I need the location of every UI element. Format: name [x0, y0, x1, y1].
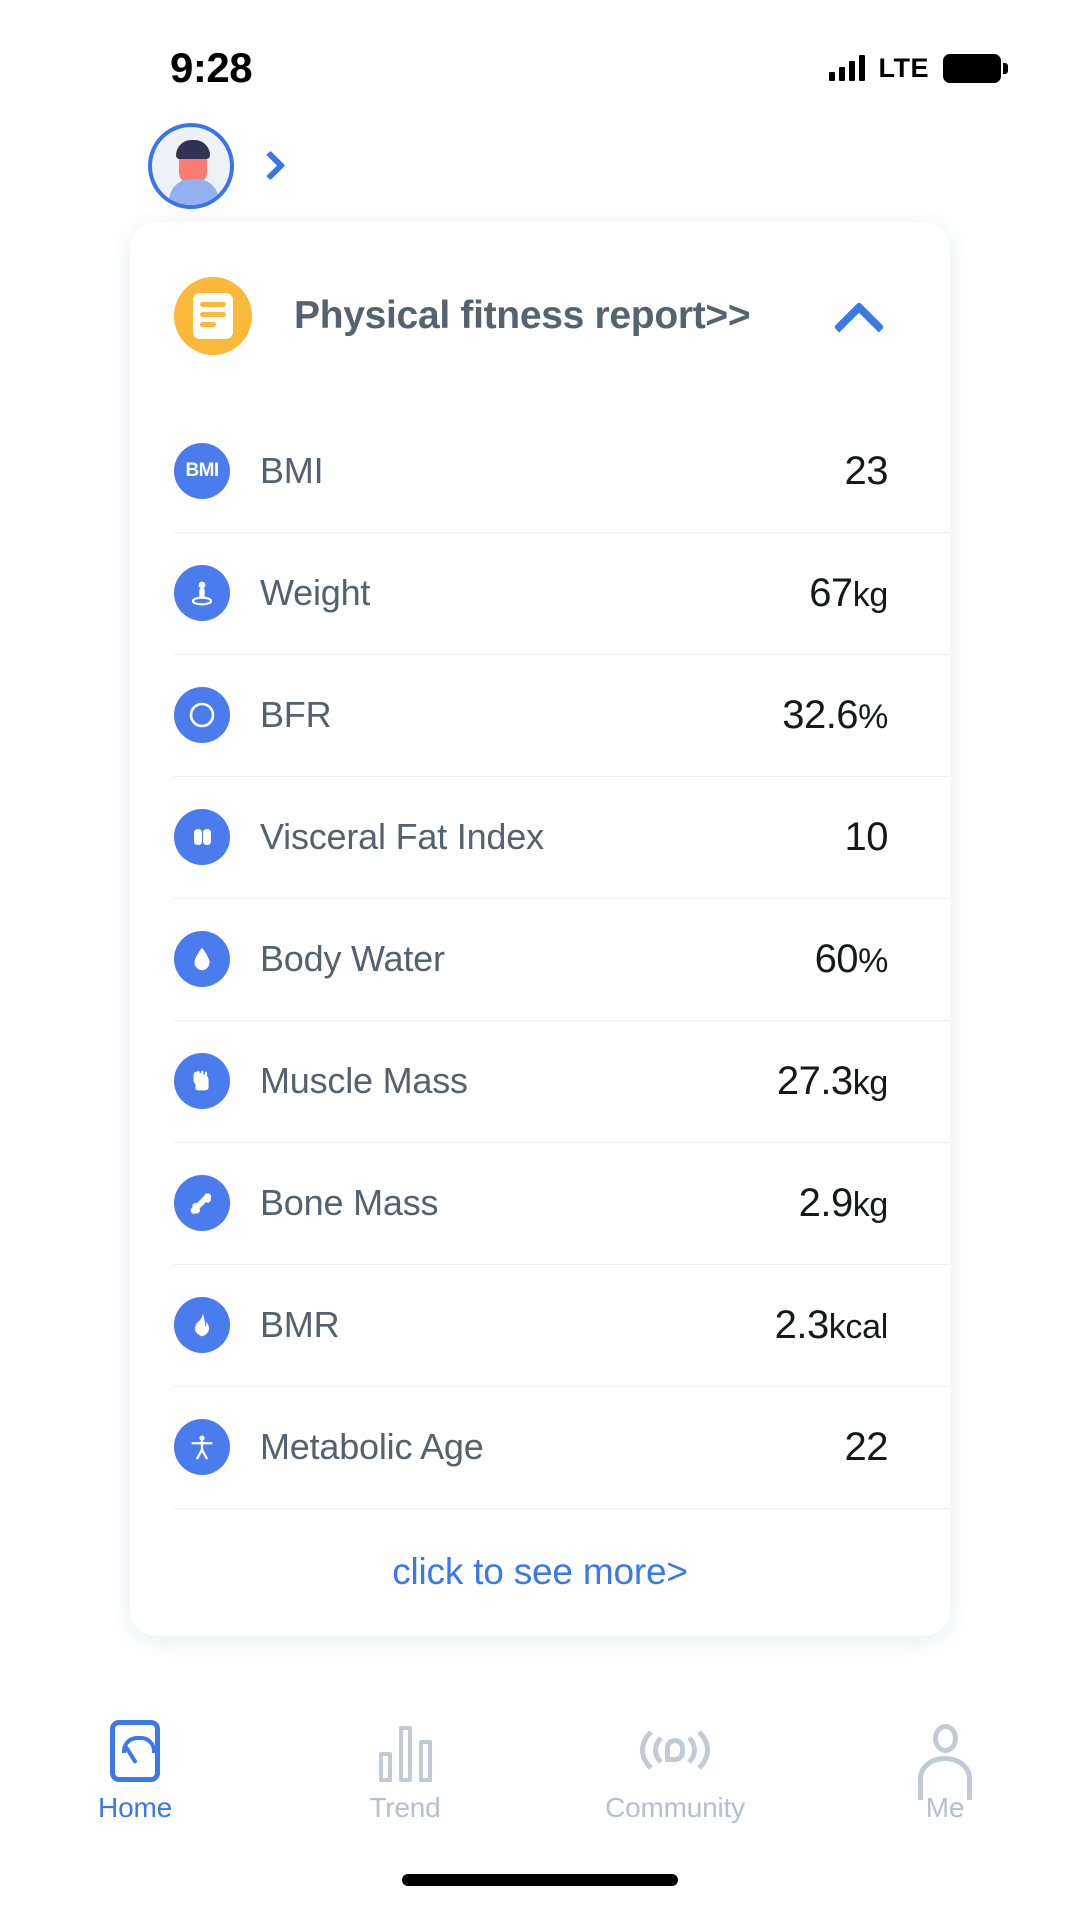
metric-label: BFR	[260, 694, 332, 735]
list-item[interactable]: Body Water 60%	[130, 898, 950, 1020]
metric-value: 32.6%	[782, 692, 888, 737]
tab-community[interactable]: Community	[540, 1720, 810, 1824]
metric-value: 23	[844, 448, 889, 493]
metric-label: BMR	[260, 1304, 340, 1345]
muscle-icon	[174, 1053, 230, 1109]
user-avatar[interactable]	[148, 123, 234, 209]
list-item[interactable]: BFR 32.6%	[130, 654, 950, 776]
flame-icon	[174, 1297, 230, 1353]
bar-chart-icon	[378, 1720, 432, 1782]
metric-value: 67kg	[809, 570, 888, 615]
see-more-row[interactable]: click to see more>	[130, 1508, 950, 1636]
list-item[interactable]: BMR 2.3kcal	[130, 1264, 950, 1386]
tab-trend[interactable]: Trend	[270, 1720, 540, 1824]
status-indicators: LTE	[828, 52, 1008, 84]
body-fat-icon	[174, 687, 230, 743]
metric-label: Muscle Mass	[260, 1060, 468, 1101]
chevron-right-icon[interactable]	[256, 153, 282, 179]
metric-label: Metabolic Age	[260, 1426, 484, 1467]
report-document-icon	[174, 277, 252, 355]
network-type-label: LTE	[878, 52, 929, 83]
person-icon	[917, 1720, 973, 1800]
list-item[interactable]: Visceral Fat Index 10	[130, 776, 950, 898]
bone-icon	[174, 1175, 230, 1231]
tab-label: Trend	[369, 1792, 441, 1823]
visceral-fat-icon	[174, 809, 230, 865]
fitness-report-card: Physical fitness report>> BMI BMI 23 Wei…	[130, 222, 950, 1636]
metric-value: 27.3kg	[776, 1058, 888, 1103]
metric-label: Weight	[260, 572, 371, 613]
metric-label: Body Water	[260, 938, 445, 979]
metric-value: 22	[844, 1424, 889, 1469]
metric-value: 2.9kg	[798, 1180, 889, 1225]
metric-value: 60%	[814, 936, 889, 981]
metric-value: 2.3kcal	[774, 1302, 889, 1347]
home-scale-icon	[110, 1720, 160, 1782]
weight-scale-icon	[174, 565, 230, 621]
tab-home[interactable]: Home	[0, 1720, 270, 1824]
water-drop-icon	[174, 931, 230, 987]
metric-value: 10	[844, 814, 889, 859]
list-item[interactable]: BMI BMI 23	[130, 410, 950, 532]
bmi-icon: BMI	[174, 443, 230, 499]
status-bar: 9:28 LTE	[0, 0, 1080, 110]
see-more-link[interactable]: click to see more>	[392, 1551, 688, 1592]
broadcast-icon	[637, 1720, 713, 1782]
signal-bars-icon	[828, 55, 865, 81]
profile-switcher[interactable]	[0, 110, 1080, 214]
tab-label: Home	[98, 1792, 172, 1823]
metric-list: BMI BMI 23 Weight 67kg	[130, 410, 950, 1636]
list-item[interactable]: Metabolic Age 22	[130, 1386, 950, 1508]
home-indicator	[402, 1874, 678, 1886]
tab-label: Community	[605, 1792, 745, 1823]
battery-full-icon	[943, 53, 1008, 83]
page-title: Physical fitness report>>	[294, 294, 751, 337]
metabolic-age-icon	[174, 1419, 230, 1475]
list-item[interactable]: Weight 67kg	[130, 532, 950, 654]
bottom-tab-bar: Home Trend Community Me	[0, 1720, 1080, 1824]
tab-me[interactable]: Me	[810, 1720, 1080, 1824]
metric-label: Visceral Fat Index	[260, 816, 544, 857]
metric-label: Bone Mass	[260, 1182, 439, 1223]
list-item[interactable]: Muscle Mass 27.3kg	[130, 1020, 950, 1142]
chevron-up-icon[interactable]	[832, 298, 888, 334]
card-header[interactable]: Physical fitness report>>	[130, 222, 950, 410]
status-time: 9:28	[170, 44, 253, 91]
list-item[interactable]: Bone Mass 2.9kg	[130, 1142, 950, 1264]
metric-label: BMI	[260, 450, 324, 491]
